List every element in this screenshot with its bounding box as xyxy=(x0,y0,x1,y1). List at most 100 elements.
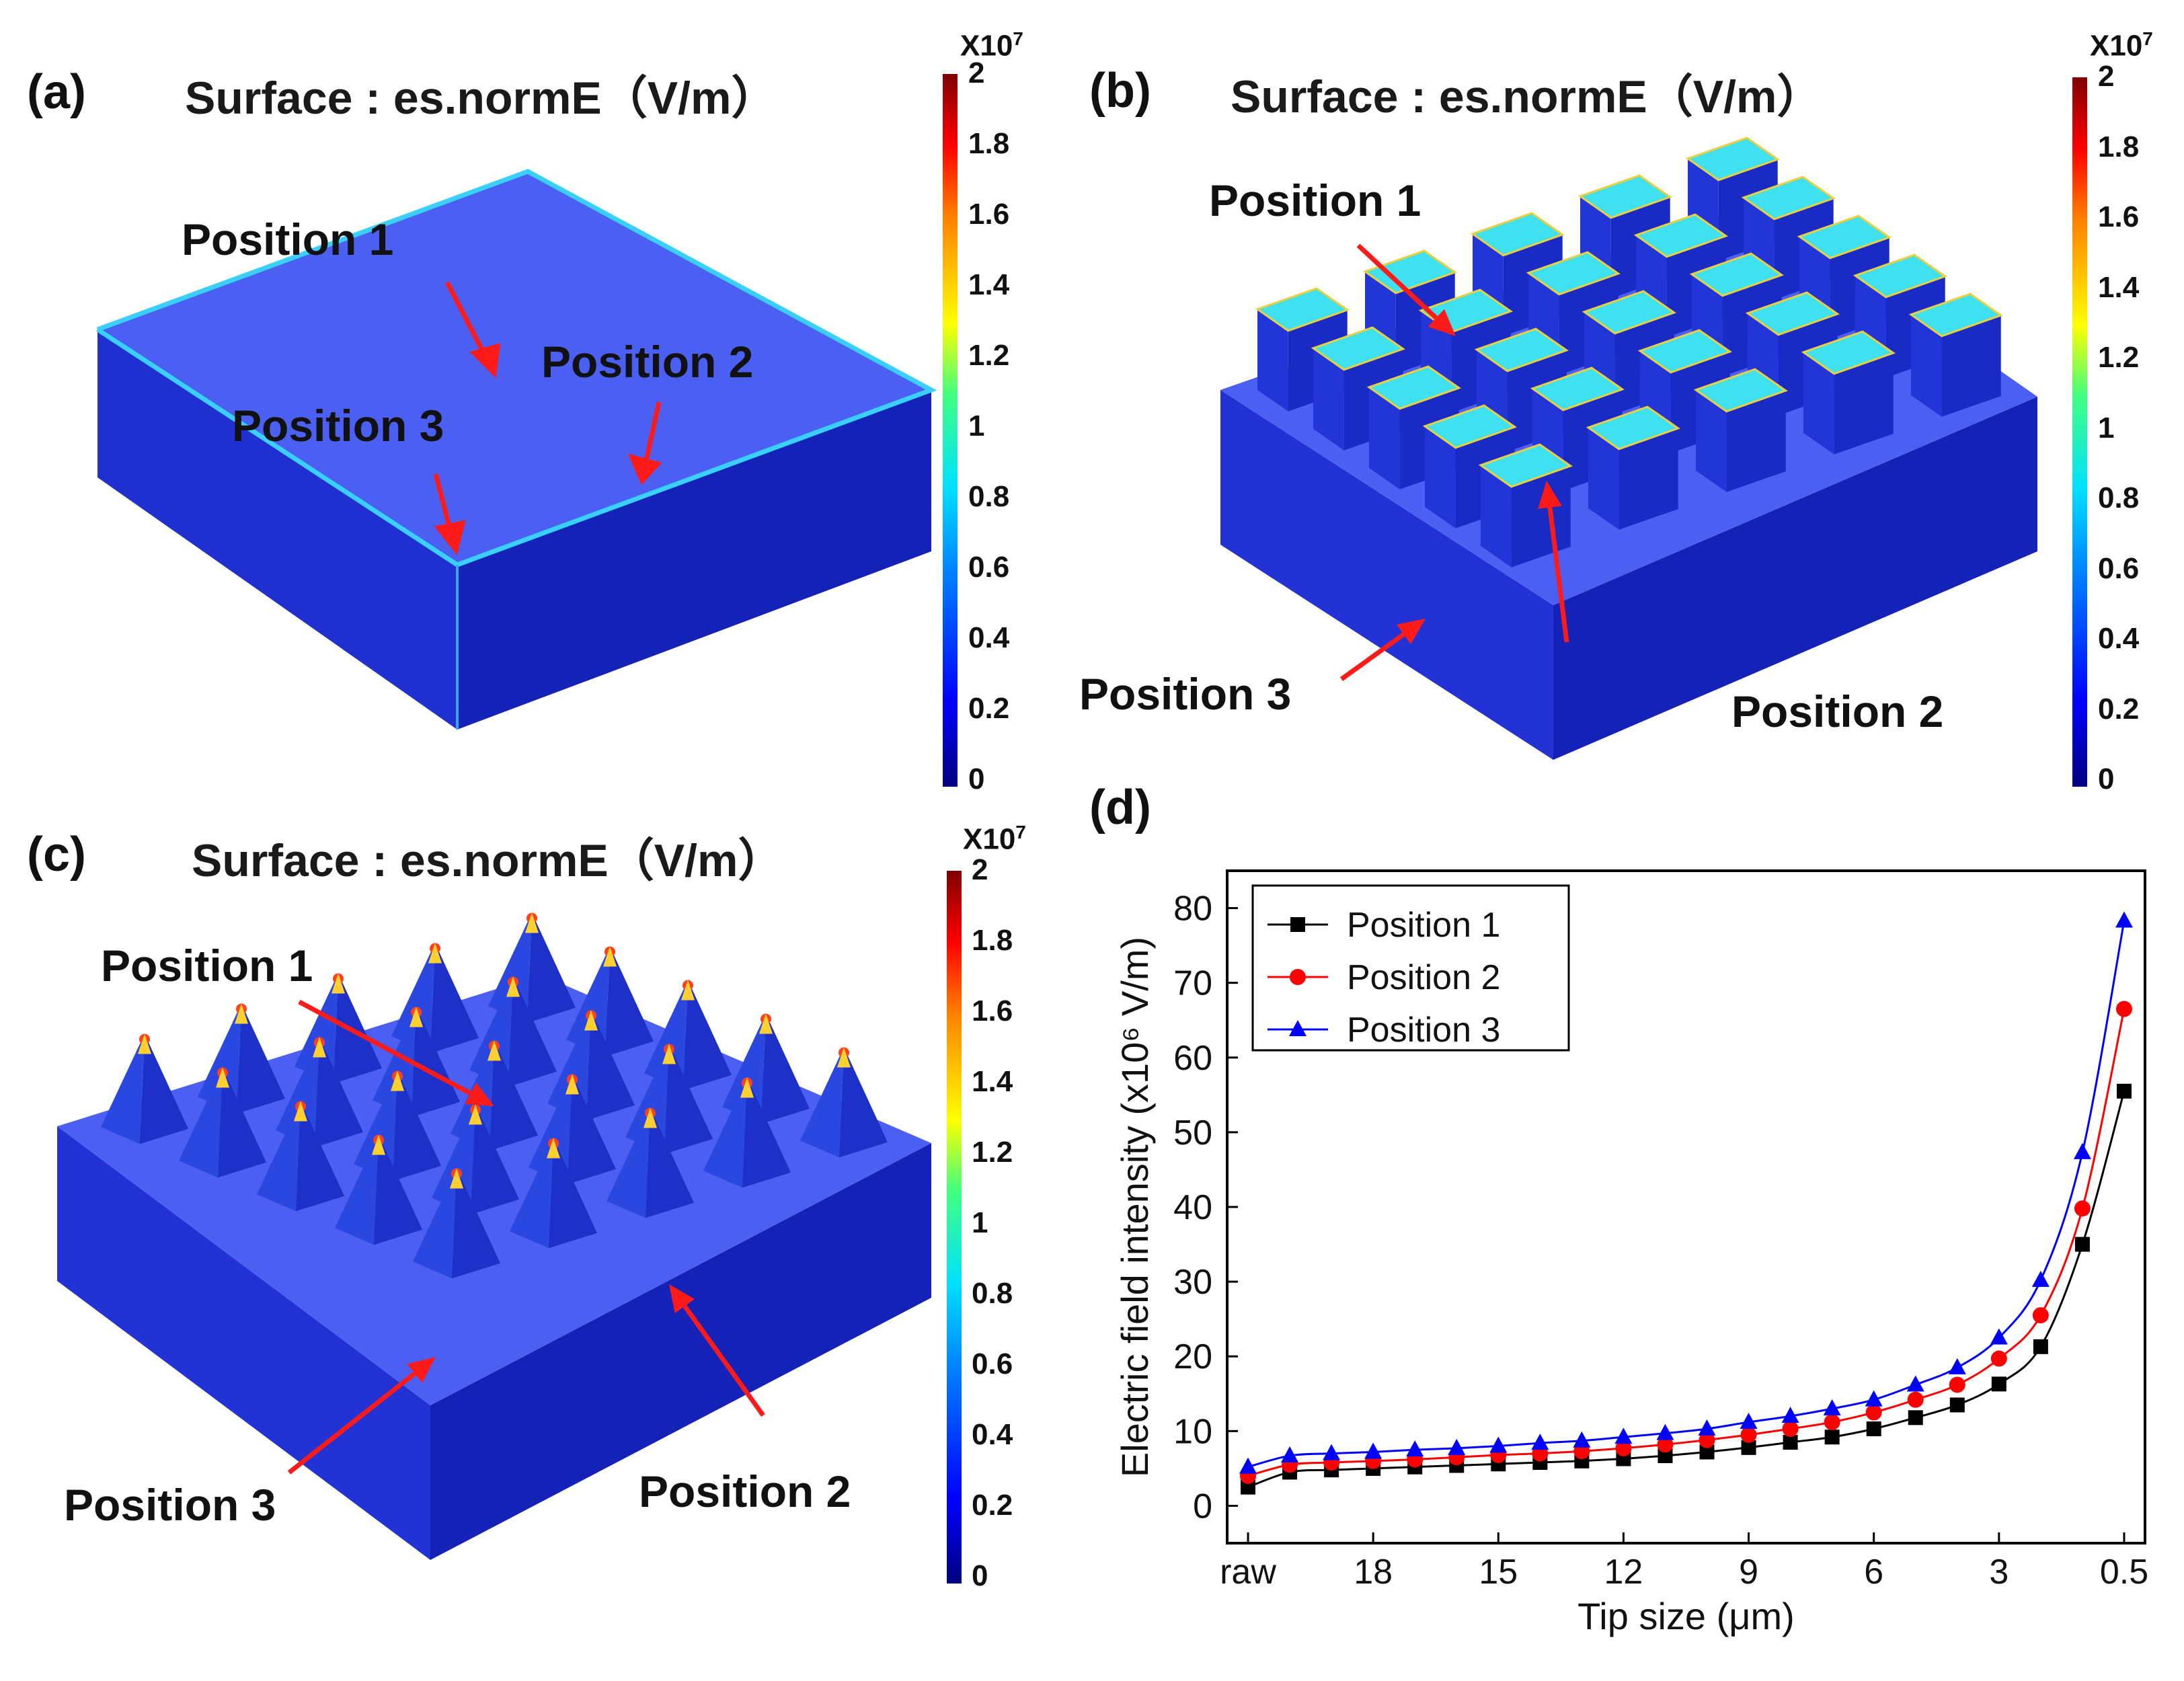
panel-c-colorbar xyxy=(947,871,962,1584)
data-point-position-2 xyxy=(1699,1432,1715,1448)
panel-b: (b) Surface : es.normE（V/m） Position 1 P… xyxy=(1076,0,2184,820)
x-tick-label: raw xyxy=(1220,1553,1276,1592)
data-point-position-2 xyxy=(1657,1436,1674,1453)
data-point-position-1 xyxy=(1824,1430,1840,1445)
data-point-position-3 xyxy=(1823,1399,1841,1415)
panel-b-colorbar-exponent: X107 xyxy=(2090,28,2153,63)
panel-d-line-chart: 0 10 20 30 40 50 60 70 80 raw 18 15 12 9 6 3 0.5 Tip size… xyxy=(1114,869,2148,1637)
colorbar-tick-label: 0.4 xyxy=(968,621,1010,654)
pyramid xyxy=(510,1138,597,1249)
colorbar-tick-label: 0.4 xyxy=(2098,622,2140,655)
colorbar-tick-label: 1.2 xyxy=(2098,341,2140,374)
legend: Position 1 Position 2 Position 3 xyxy=(1251,884,1570,1052)
panel-a-left-face xyxy=(98,329,457,730)
colorbar-tick-label: 1.2 xyxy=(972,1136,1013,1169)
y-tick-label: 30 xyxy=(1173,1263,1212,1302)
y-tick-label: 80 xyxy=(1173,890,1212,929)
data-point-position-2 xyxy=(2115,1001,2132,1017)
colorbar-tick-label: 1 xyxy=(968,409,985,442)
panel-c: (c) Surface : es.normE（V/m） Position 1 P… xyxy=(0,793,1092,1681)
colorbar-tick-label: 1.4 xyxy=(972,1065,1013,1098)
y-tick-label: 40 xyxy=(1173,1188,1212,1227)
y-tick-label: 20 xyxy=(1173,1337,1212,1376)
panel-a-flat-surface-render xyxy=(96,169,937,730)
data-point-position-3 xyxy=(2115,911,2133,928)
panel-a-label: (a) xyxy=(27,65,86,119)
data-point-position-3 xyxy=(1740,1413,1758,1429)
x-tick-label: 3 xyxy=(1989,1553,2008,1592)
slab-left-face xyxy=(1220,390,1553,760)
data-point-position-1 xyxy=(1658,1448,1673,1463)
y-tick-label: 60 xyxy=(1173,1039,1212,1078)
data-point-position-3 xyxy=(1531,1434,1549,1450)
data-point-position-3 xyxy=(1990,1328,2008,1345)
x-tick-label: 0.5 xyxy=(2100,1553,2148,1592)
data-point-position-3 xyxy=(1614,1428,1633,1444)
panel-c-position-1-label: Position 1 xyxy=(101,941,313,990)
pillar xyxy=(1586,405,1680,530)
data-point-position-1 xyxy=(2116,1083,2132,1099)
data-point-position-3 xyxy=(1489,1436,1508,1453)
panel-c-pyramid-array-render xyxy=(57,912,931,1560)
pointer-arrow xyxy=(287,1357,436,1475)
x-tick-label: 18 xyxy=(1354,1553,1393,1592)
data-point-position-2 xyxy=(1865,1404,1882,1421)
colorbar-tick-label: 0.6 xyxy=(968,551,1010,584)
panel-b-pillar-array-render xyxy=(1220,136,2037,760)
y-axis-label: Electric field intensity (x10⁶ V/m) xyxy=(1114,937,1156,1477)
colorbar-tick-label: 0 xyxy=(2098,763,2115,795)
colorbar-tick-label: 0.8 xyxy=(968,480,1010,513)
panel-a-colorbar xyxy=(943,74,958,787)
pillar xyxy=(1908,292,2003,417)
panel-c-position-3-label: Position 3 xyxy=(64,1480,276,1530)
panel-c-colorbar-exponent: X107 xyxy=(963,822,1026,856)
data-point-position-3 xyxy=(1323,1444,1341,1460)
slab-right-face xyxy=(430,1143,931,1560)
colorbar-tick-label: 1.6 xyxy=(2098,200,2140,233)
data-point-position-3 xyxy=(1948,1358,1966,1374)
data-point-position-1 xyxy=(1991,1376,2006,1392)
colorbar-tick-label: 1.6 xyxy=(972,994,1013,1027)
panel-a-arrows xyxy=(433,281,662,555)
data-point-position-3 xyxy=(1781,1407,1799,1423)
data-point-position-2 xyxy=(2032,1307,2049,1324)
colorbar-tick-label: 1 xyxy=(972,1206,988,1239)
colorbar-tick-label: 0.8 xyxy=(2098,481,2140,514)
data-point-position-3 xyxy=(1865,1390,1883,1407)
colorbar-tick-label: 1.8 xyxy=(2098,130,2140,163)
colorbar-tick-label: 0.6 xyxy=(972,1347,1013,1380)
data-point-position-3 xyxy=(1364,1442,1382,1459)
series-line-1 xyxy=(1247,1091,2126,1489)
panel-a-right-face xyxy=(457,390,931,730)
panel-b-colorbar xyxy=(2072,77,2087,787)
legend-label: Position 3 xyxy=(1347,1011,1500,1050)
colorbar-tick-label: 1.4 xyxy=(968,268,1010,301)
data-point-position-2 xyxy=(2074,1200,2091,1217)
pointer-arrow xyxy=(669,1284,765,1417)
data-point-position-1 xyxy=(1908,1410,1923,1425)
data-point-position-2 xyxy=(1824,1414,1840,1430)
panel-c-position-2-label: Position 2 xyxy=(639,1467,851,1516)
pointer-arrow xyxy=(1356,243,1456,336)
colorbar-tick-label: 2 xyxy=(2098,60,2115,93)
pillar xyxy=(1801,330,1896,455)
panel-a: (a) Surface : es.normE（V/m） Position 1 P… xyxy=(0,0,1092,820)
data-point-position-2 xyxy=(1740,1426,1757,1443)
colorbar-tick-label: 0.2 xyxy=(2098,692,2140,726)
data-point-position-3 xyxy=(1406,1440,1424,1457)
colorbar-tick-label: 2 xyxy=(968,56,985,89)
data-point-position-3 xyxy=(1448,1438,1466,1455)
pyramid xyxy=(179,1067,266,1178)
pyramid xyxy=(703,1077,791,1188)
pointer-arrow xyxy=(298,999,494,1106)
colorbar-tick-label: 0.8 xyxy=(972,1277,1013,1310)
data-point-position-3 xyxy=(2073,1142,2091,1159)
slab-left-face xyxy=(57,1126,430,1560)
pyramid xyxy=(257,1101,344,1212)
slab-right-face xyxy=(1553,397,2037,760)
data-point-position-3 xyxy=(1573,1431,1591,1448)
panel-b-position-1-label: Position 1 xyxy=(1209,175,1421,225)
colorbar-tick-label: 0 xyxy=(972,1559,988,1592)
colorbar-tick-label: 0 xyxy=(968,763,985,795)
data-point-position-1 xyxy=(2074,1237,2090,1252)
